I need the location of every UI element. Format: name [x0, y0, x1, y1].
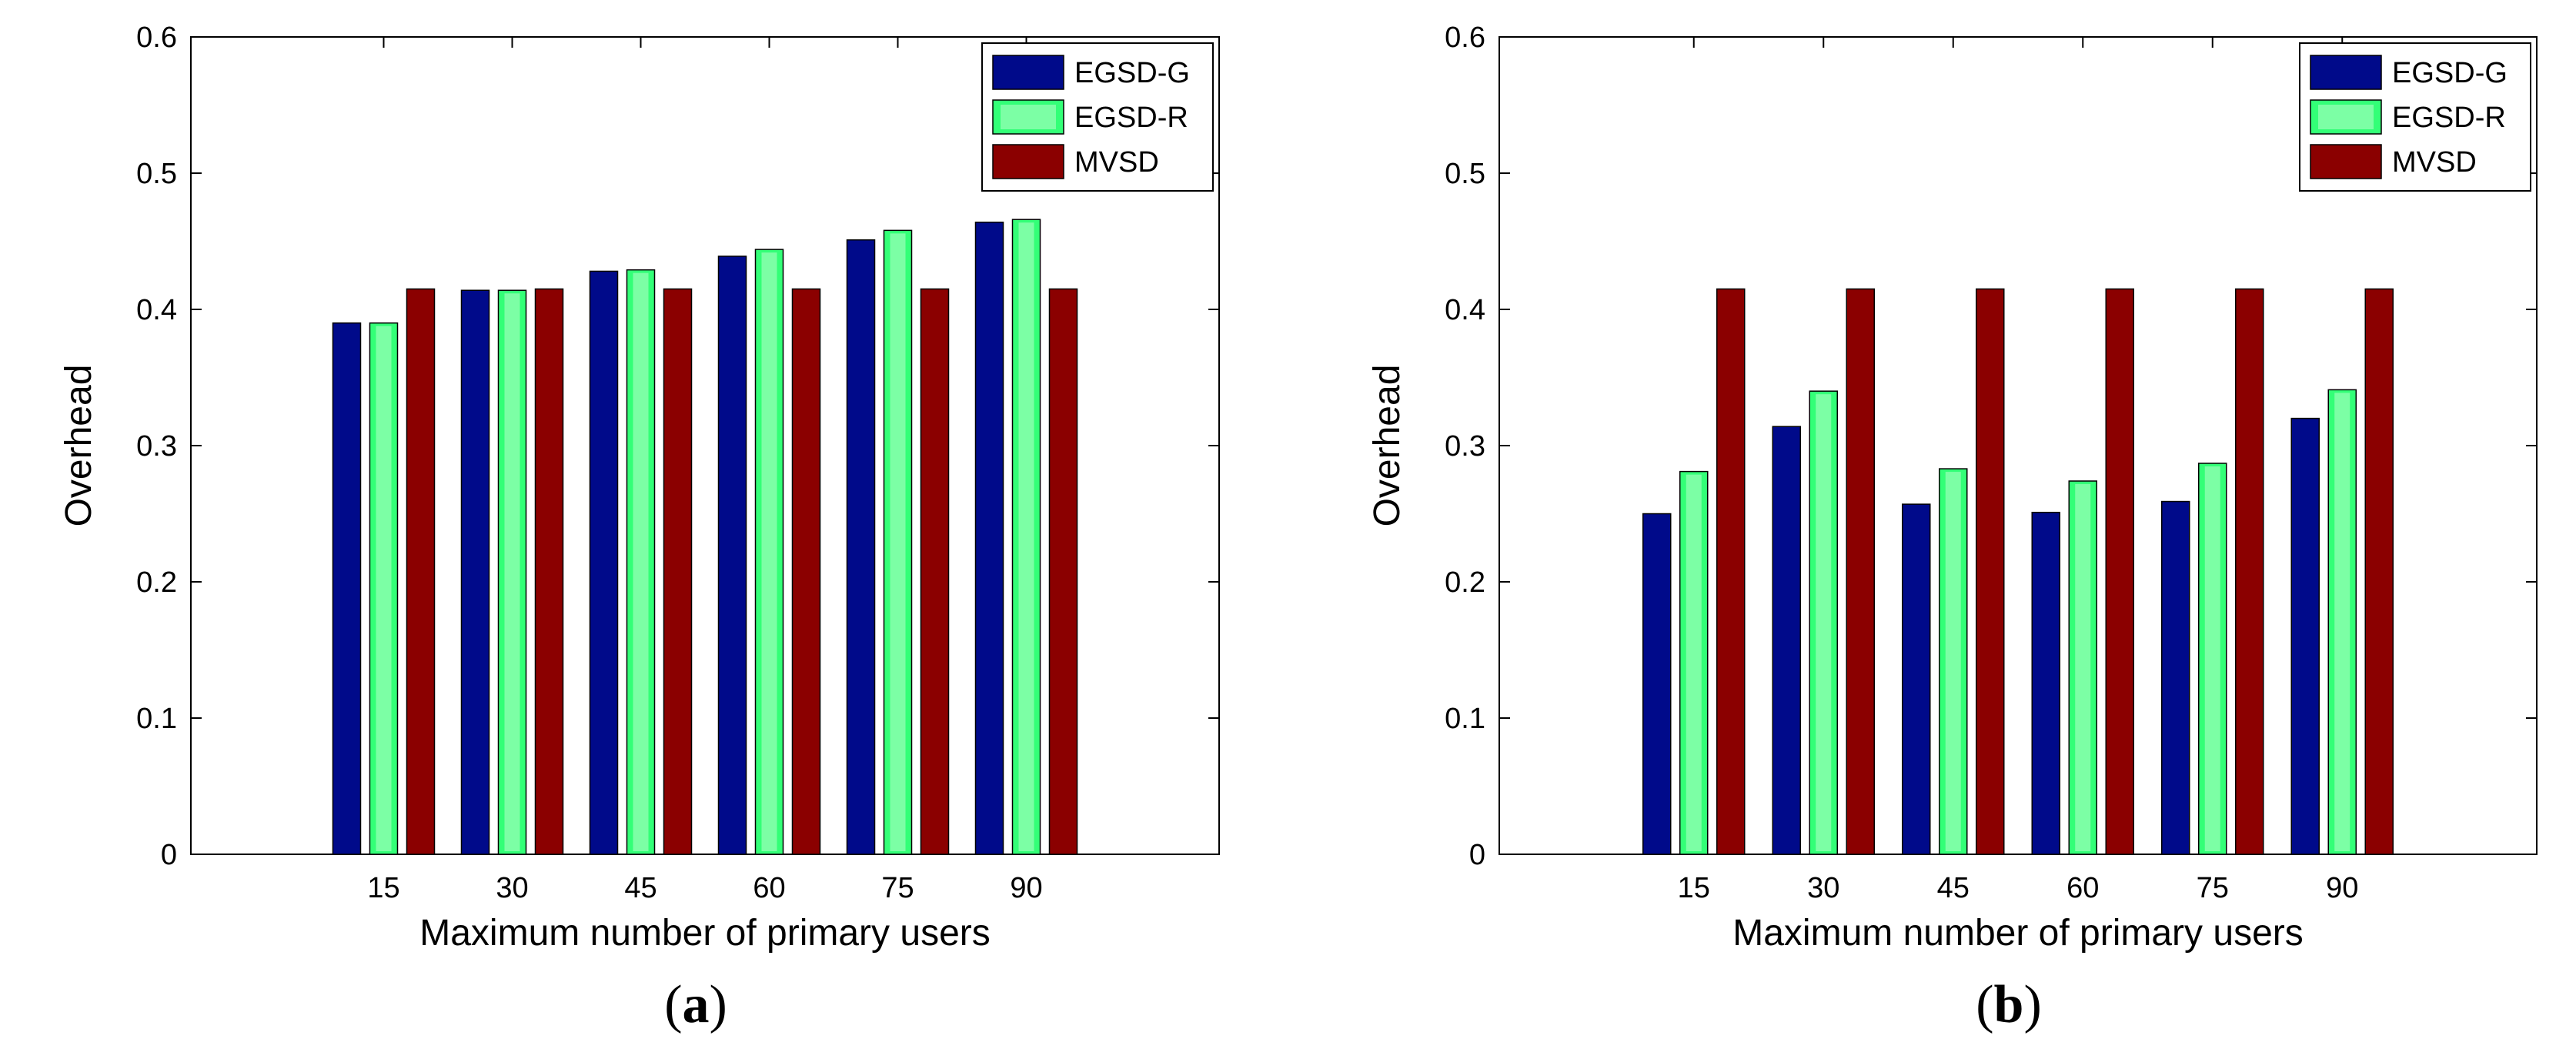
y-tick-label: 0.1 — [1445, 703, 1485, 735]
caption-open-paren: ( — [1976, 975, 1993, 1034]
bar-mvsd — [406, 288, 436, 855]
bar-mvsd — [920, 288, 950, 855]
y-tick-label: 0.5 — [136, 158, 177, 190]
legend-label: MVSD — [2392, 146, 2477, 179]
x-tick-label: 60 — [2066, 872, 2099, 904]
y-tick-label: 0.2 — [136, 566, 177, 599]
legend-label: MVSD — [1074, 146, 1159, 179]
bar-highlight — [1018, 222, 1034, 851]
bar-mvsd — [2105, 288, 2134, 855]
caption-letter: b — [1994, 975, 2024, 1034]
bar-highlight — [2204, 466, 2220, 851]
bar-highlight — [890, 233, 906, 852]
y-axis-label: Overhead — [1367, 365, 1408, 527]
y-tick-label: 0 — [161, 839, 177, 871]
bar-egsd-g — [846, 239, 876, 855]
x-axis-label: Maximum number of primary users — [1732, 913, 2304, 954]
y-tick-label: 0.5 — [1445, 158, 1485, 190]
bar-mvsd — [2235, 288, 2264, 855]
bar-mvsd — [1846, 288, 1875, 855]
bar-highlight — [633, 272, 649, 851]
chart-panel-b: 0 0.1 0.2 0.3 0.4 0.5 0.6 15 30 45 60 75 90 Maximum n… — [1367, 22, 2538, 1034]
bar-mvsd — [1716, 288, 1746, 855]
bar-highlight — [376, 326, 392, 851]
y-tick-label: 0.4 — [136, 294, 177, 326]
bar-highlight — [1686, 474, 1702, 851]
x-tick-label: 15 — [1678, 872, 1710, 904]
x-axis-label: Maximum number of primary users — [419, 913, 991, 954]
x-tick-label: 45 — [1937, 872, 1970, 904]
panel-caption: (a) — [664, 975, 727, 1034]
bar-egsd-g — [2031, 511, 2060, 855]
x-tick-label: 75 — [881, 872, 914, 904]
y-tick-label: 0.4 — [1445, 294, 1485, 326]
caption-close-paren: ) — [710, 975, 727, 1034]
x-tick-label: 75 — [2197, 872, 2229, 904]
x-tick-label: 90 — [2326, 872, 2358, 904]
legend-swatch-egsd-g — [992, 55, 1064, 90]
y-tick-label: 0.6 — [136, 22, 177, 54]
bar-highlight — [1945, 472, 1961, 851]
chart-panel-a: 0 0.1 0.2 0.3 0.4 0.5 0.6 15 30 45 60 75 90 Maximum n… — [58, 22, 1220, 1034]
legend-swatch-highlight — [1001, 105, 1056, 129]
x-tick-label: 30 — [496, 872, 528, 904]
bar-egsd-g — [460, 289, 490, 855]
legend-label: EGSD-R — [1074, 102, 1188, 134]
bar-highlight — [504, 293, 520, 852]
bar-highlight — [1816, 394, 1832, 851]
bar-mvsd — [2364, 288, 2394, 855]
bar-mvsd — [663, 288, 693, 855]
bar-egsd-g — [2161, 500, 2190, 855]
bar-egsd-g — [1902, 503, 1931, 855]
bar-egsd-g — [589, 270, 619, 855]
bar-mvsd — [1976, 288, 2005, 855]
x-tick-label: 30 — [1807, 872, 1839, 904]
legend-swatch-mvsd — [2310, 144, 2382, 179]
bar-mvsd — [1048, 288, 1078, 855]
panel-caption: (b) — [1976, 975, 2042, 1034]
bar-highlight — [2075, 484, 2091, 851]
bar-egsd-g — [332, 322, 362, 855]
bar-mvsd — [534, 288, 564, 855]
caption-letter: a — [683, 975, 710, 1034]
bar-highlight — [2334, 393, 2350, 851]
x-tick-label: 45 — [624, 872, 657, 904]
y-tick-label: 0.2 — [1445, 566, 1485, 599]
bar-mvsd — [791, 288, 821, 855]
y-tick-label: 0.1 — [136, 703, 177, 735]
y-tick-label: 0.6 — [1445, 22, 1485, 54]
bar-egsd-g — [2290, 417, 2320, 855]
legend-label: EGSD-R — [2392, 102, 2506, 134]
x-tick-label: 90 — [1010, 872, 1042, 904]
caption-open-paren: ( — [664, 975, 682, 1034]
bar-highlight — [761, 252, 777, 851]
y-tick-label: 0 — [1469, 839, 1485, 871]
y-tick-label: 0.3 — [1445, 430, 1485, 463]
legend-swatch-highlight — [2318, 105, 2374, 129]
legend-label: EGSD-G — [2392, 57, 2508, 89]
y-tick-label: 0.3 — [136, 430, 177, 463]
legend-label: EGSD-G — [1074, 57, 1190, 89]
legend-swatch-egsd-g — [2310, 55, 2382, 90]
x-tick-label: 15 — [367, 872, 399, 904]
bar-egsd-g — [717, 256, 747, 855]
bar-egsd-g — [1772, 426, 1801, 855]
legend-swatch-mvsd — [992, 144, 1064, 179]
x-tick-label: 60 — [753, 872, 785, 904]
bar-egsd-g — [1642, 513, 1672, 855]
y-axis-label: Overhead — [58, 365, 99, 527]
caption-close-paren: ) — [2023, 975, 2041, 1034]
bar-egsd-g — [974, 221, 1004, 855]
